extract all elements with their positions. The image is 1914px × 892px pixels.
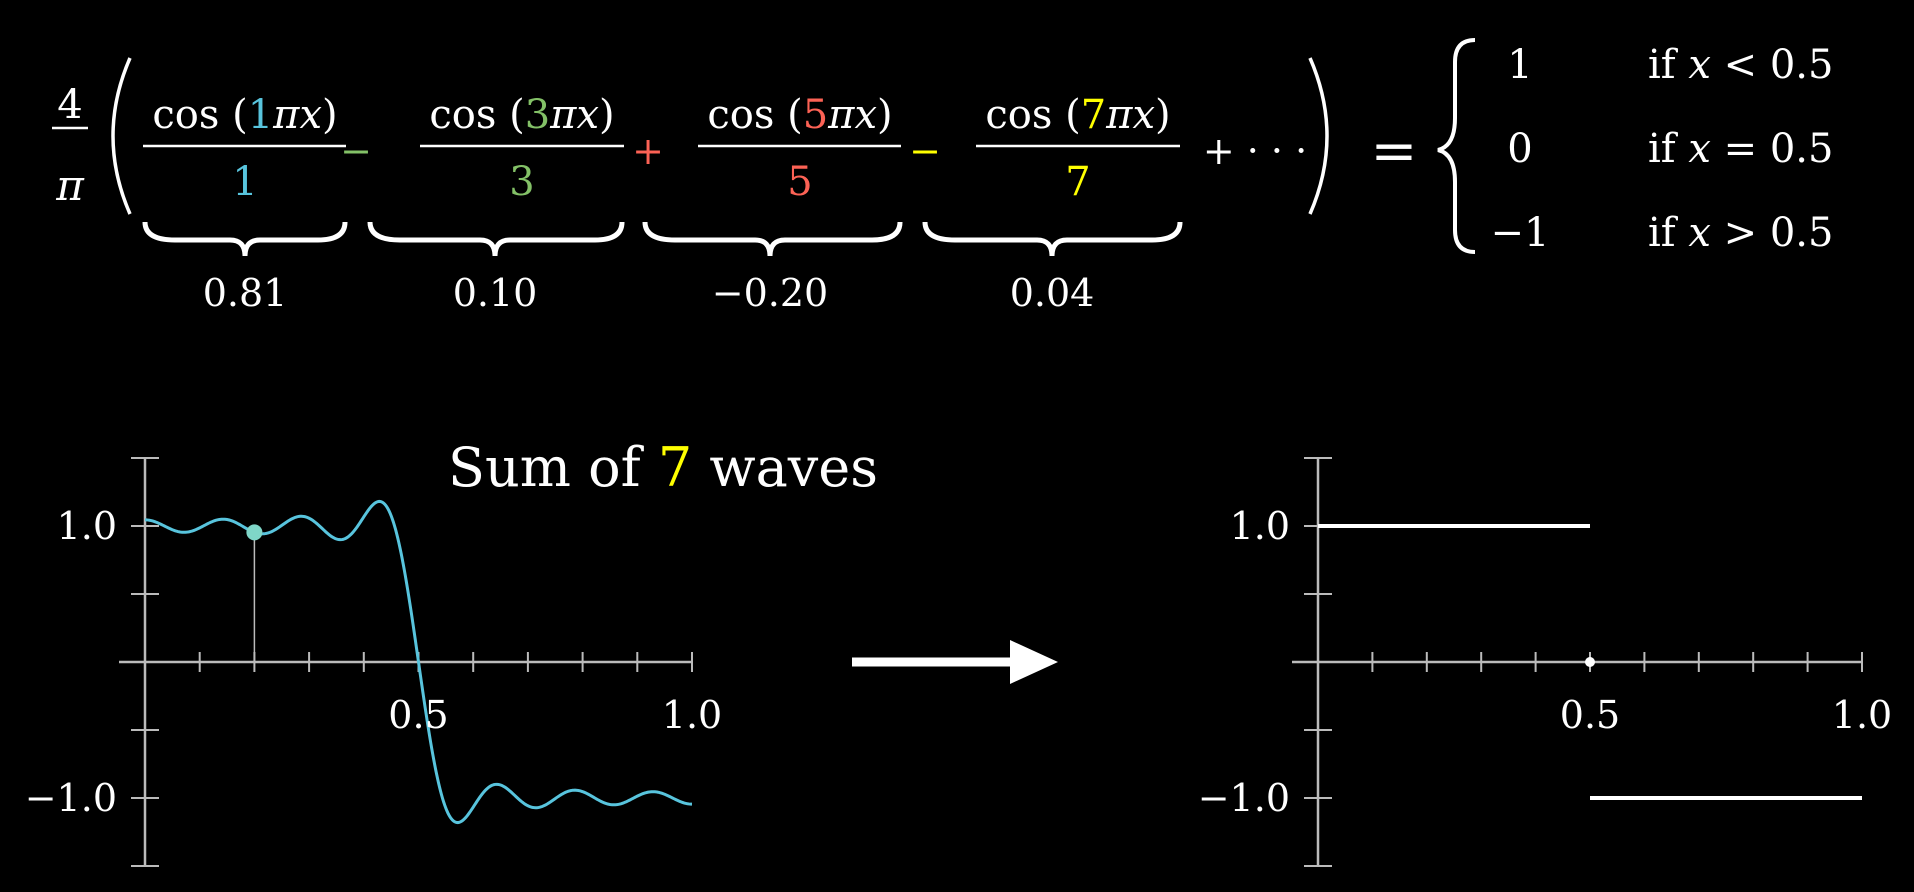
square-wave-plot: 1.0 −1.0 0.5 1.0 [1198,457,1892,867]
case-2: 0 if x = 0.5 [1507,126,1833,172]
square-wave-axes [1292,457,1863,867]
case-1-value: 1 [1507,42,1532,88]
equals-sign: = [1371,119,1418,184]
case-1: 1 if x < 0.5 [1507,42,1833,88]
case-2-value: 0 [1507,126,1532,172]
prefix-denominator: π [55,161,85,210]
term-1-numerator: cos (1πx) [152,92,337,138]
left-y-tick-label-neg: −1.0 [25,776,117,820]
right-paren [1308,57,1329,215]
series-tail: + · · · [1203,129,1307,173]
case-3-condition: if x > 0.5 [1648,210,1833,256]
wave-count-title: Sum of 7 waves [448,436,878,499]
term-3-value: 0.10 [453,271,538,315]
partial-sum-curve [144,499,693,825]
term-7-value: 0.04 [1010,271,1095,315]
term-1-brace [142,221,348,257]
term-1-denominator: 1 [232,159,257,205]
right-arrow-icon [852,640,1058,684]
term-7-denominator: 7 [1065,159,1090,205]
term-1-value: 0.81 [203,271,288,315]
partial-sum-plot: 1.0 −1.0 0.5 1.0 [25,457,722,867]
right-y-tick-label-pos: 1.0 [1230,504,1290,548]
term-5-sign: + [632,129,664,173]
term-5-brace [642,221,903,257]
term-7: cos (7πx) 7 0.04 [922,92,1183,315]
left-y-tick-label-pos: 1.0 [57,504,117,548]
case-3: −1 if x > 0.5 [1491,210,1834,256]
case-1-condition: if x < 0.5 [1648,42,1833,88]
fourier-formula: 4 π cos (1πx) 1 0.81 − cos (3πx) 3 0.10 … [52,38,1834,315]
sample-point-marker [246,524,263,541]
right-x-tick-label-half: 0.5 [1560,693,1620,737]
case-3-value: −1 [1491,210,1550,256]
term-3: cos (3πx) 3 0.10 [367,92,625,315]
right-x-tick-label-one: 1.0 [1832,693,1892,737]
term-5-denominator: 5 [787,159,812,205]
case-2-condition: if x = 0.5 [1648,126,1833,172]
left-x-tick-label-half: 0.5 [388,693,448,737]
term-3-sign: − [340,129,372,173]
left-paren [111,57,132,215]
term-5-value: −0.20 [712,271,828,315]
term-5: cos (5πx) 5 −0.20 [642,92,903,315]
term-7-sign: − [909,129,941,173]
term-3-denominator: 3 [509,159,534,205]
term-3-numerator: cos (3πx) [429,92,614,138]
term-1: cos (1πx) 1 0.81 [142,92,348,315]
prefix-numerator: 4 [57,82,82,128]
piecewise-brace [1437,38,1476,254]
term-7-brace [922,221,1183,257]
left-x-tick-label-one: 1.0 [662,693,722,737]
term-7-numerator: cos (7πx) [985,92,1170,138]
term-5-numerator: cos (5πx) [707,92,892,138]
term-3-brace [367,221,625,257]
right-y-tick-label-neg: −1.0 [1198,776,1290,820]
square-wave-midpoint [1585,657,1595,667]
